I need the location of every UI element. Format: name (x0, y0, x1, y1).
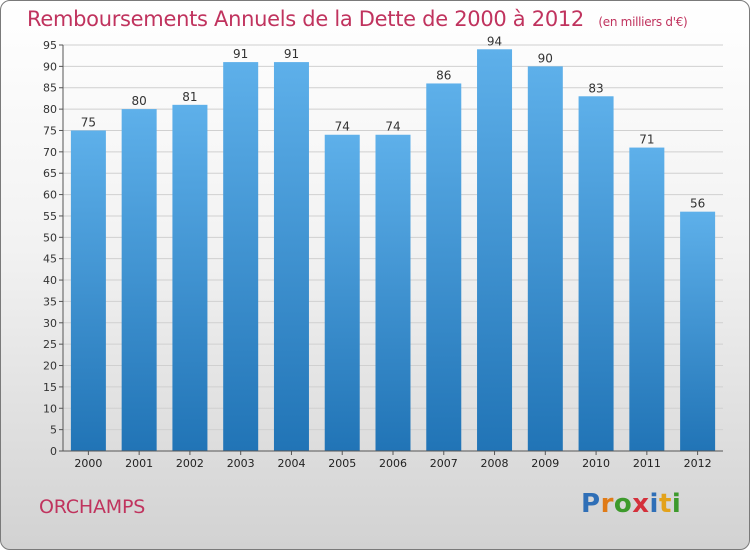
y-tick-label: 0 (50, 445, 57, 458)
x-tick-label: 2005 (328, 457, 356, 470)
chart-title: Remboursements Annuels de la Dette de 20… (27, 7, 688, 31)
x-tick-label: 2006 (379, 457, 407, 470)
bar-value-label: 75 (81, 115, 96, 129)
bar-value-label: 56 (690, 197, 705, 211)
x-tick-label: 2001 (125, 457, 153, 470)
bar-value-label: 83 (588, 81, 603, 95)
bar-value-label: 90 (538, 51, 553, 65)
bars: 75 80 81 91 91 74 74 86 94 90 83 71 56 (70, 34, 716, 452)
bar (375, 134, 411, 451)
x-tick-label: 2007 (430, 457, 458, 470)
bar-value-label: 81 (182, 90, 197, 104)
axes: 0 5 10 15 20 25 30 35 40 45 50 55 60 65 70 75 80 85 90 95 20… (43, 39, 723, 470)
bar (223, 62, 259, 452)
bar-value-label: 94 (487, 34, 502, 48)
logo-letter: i (649, 489, 659, 519)
y-tick-label: 70 (43, 146, 57, 159)
logo-letter: t (658, 489, 672, 519)
y-tick-label: 75 (43, 124, 57, 137)
x-tick-label: 2000 (74, 457, 102, 470)
bar-value-label: 74 (335, 120, 350, 134)
bar (426, 83, 462, 451)
y-tick-label: 10 (43, 402, 57, 415)
bar (578, 96, 614, 451)
y-tick-label: 55 (43, 210, 57, 223)
bar (527, 66, 563, 452)
commune-name: ORCHAMPS (39, 496, 146, 518)
y-tick-label: 60 (43, 189, 57, 202)
bar-value-label: 74 (385, 120, 400, 134)
bar (629, 147, 665, 451)
proxiti-logo: Proxiti (581, 489, 681, 519)
logo-letter: i (671, 489, 682, 519)
y-tick-label: 90 (43, 60, 57, 73)
bar (324, 134, 360, 451)
y-tick-label: 50 (43, 231, 57, 244)
y-tick-label: 35 (43, 295, 57, 308)
bar (70, 130, 106, 451)
bar (172, 104, 208, 452)
x-tick-label: 2002 (176, 457, 204, 470)
bar (680, 211, 716, 451)
y-tick-label: 5 (50, 424, 57, 437)
x-tick-label: 2009 (531, 457, 559, 470)
bar-value-label: 91 (284, 47, 299, 61)
y-tick-label: 95 (43, 39, 57, 52)
x-tick-label: 2004 (277, 457, 305, 470)
x-tick-label: 2011 (633, 457, 661, 470)
bar-value-label: 86 (436, 68, 451, 82)
y-tick-label: 25 (43, 338, 57, 351)
y-tick-label: 30 (43, 317, 57, 330)
bar-value-label: 91 (233, 47, 248, 61)
y-tick-label: 45 (43, 253, 57, 266)
chart-unit: (en milliers d'€) (598, 15, 688, 29)
y-tick-label: 20 (43, 360, 57, 373)
x-tick-label: 2010 (582, 457, 610, 470)
y-tick-label: 65 (43, 167, 57, 180)
x-tick-label: 2012 (684, 457, 712, 470)
logo-letter: x (632, 489, 650, 519)
x-tick-label: 2008 (481, 457, 509, 470)
bar-value-label: 71 (639, 133, 654, 147)
logo-letter: P (581, 489, 601, 519)
logo-letter: r (600, 489, 614, 519)
bar (273, 62, 309, 452)
y-tick-label: 85 (43, 82, 57, 95)
y-tick-label: 80 (43, 103, 57, 116)
y-tick-label: 15 (43, 381, 57, 394)
y-tick-label: 40 (43, 274, 57, 287)
x-tick-label: 2003 (227, 457, 255, 470)
bar (121, 109, 157, 452)
bar-value-label: 80 (132, 94, 147, 108)
bar (477, 49, 513, 452)
logo-letter: o (613, 489, 633, 519)
chart-title-text: Remboursements Annuels de la Dette de 20… (27, 7, 584, 31)
